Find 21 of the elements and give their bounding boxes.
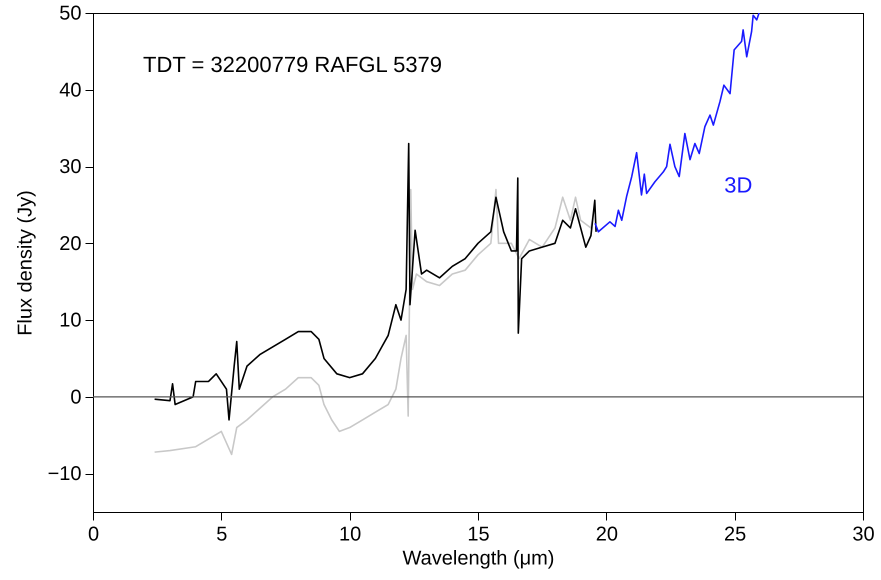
y-tick-label: 0: [70, 386, 82, 408]
line-series: [154, 142, 597, 421]
y-tick-label: 30: [59, 156, 82, 178]
line-series: [594, 13, 760, 233]
x-tick-label: 15: [467, 524, 490, 546]
x-tick-label: 25: [724, 524, 746, 546]
series-label: 3D: [724, 172, 752, 198]
x-tick-label: 30: [852, 524, 875, 546]
x-tick-label: 10: [339, 524, 362, 546]
x-tick-label: 0: [88, 524, 100, 546]
y-tick-label: 10: [59, 310, 82, 332]
y-tick-label: −10: [48, 463, 82, 486]
annotation: TDT = 32200779 RAFGL 5379: [143, 52, 442, 77]
y-axis-title: Flux density (Jy): [14, 190, 37, 336]
x-axis-title: Wavelength (μm): [402, 548, 554, 570]
y-tick-label: 20: [59, 232, 82, 255]
y-tick-label: 40: [59, 79, 82, 102]
x-tick-label: 20: [596, 524, 618, 546]
y-tick-label: 50: [59, 2, 82, 24]
line-series: [154, 188, 594, 456]
x-tick-label: 5: [216, 524, 228, 546]
